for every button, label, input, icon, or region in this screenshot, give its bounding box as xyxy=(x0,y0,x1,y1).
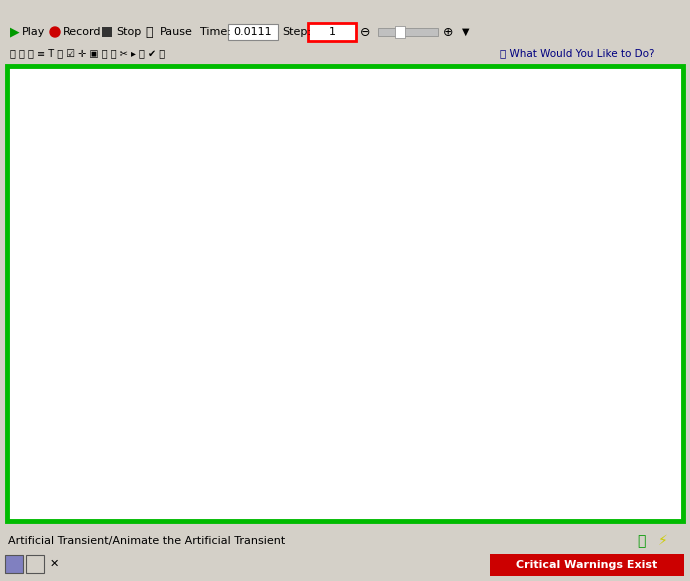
Text: Stop: Stop xyxy=(116,27,141,37)
Text: ✕: ✕ xyxy=(50,559,59,569)
Text: ▼: ▼ xyxy=(462,27,469,37)
Y-axis label: Flow (gal/min): Flow (gal/min) xyxy=(25,365,38,450)
Text: J11: J11 xyxy=(195,79,210,89)
Text: □: □ xyxy=(658,5,669,15)
Text: ⚡: ⚡ xyxy=(658,534,668,548)
Bar xyxy=(5,555,23,573)
Bar xyxy=(228,24,278,40)
Text: ➕: ➕ xyxy=(637,534,645,548)
Text: ▶: ▶ xyxy=(10,26,19,38)
Text: ✕: ✕ xyxy=(675,5,684,15)
Bar xyxy=(0,0,690,20)
Text: Pause: Pause xyxy=(160,27,193,37)
X-axis label: Length (meters): Length (meters) xyxy=(326,539,426,552)
Bar xyxy=(308,23,356,41)
Bar xyxy=(378,28,438,36)
Legend: Volumetric Flowrate, Steady-State Volumetric Flowrate: Volumetric Flowrate, Steady-State Volume… xyxy=(443,472,667,508)
Text: Step:: Step: xyxy=(282,27,311,37)
Bar xyxy=(26,555,44,573)
Text: J12: J12 xyxy=(528,79,543,89)
Bar xyxy=(0,523,690,581)
Text: 1: 1 xyxy=(328,27,335,37)
Text: Time (seconds): 0.01: Time (seconds): 0.01 xyxy=(534,493,658,505)
Text: Graph Results: Graph Results xyxy=(6,5,84,15)
Text: J12: J12 xyxy=(528,307,543,317)
Text: ⊕: ⊕ xyxy=(443,26,453,38)
Text: ⊖: ⊖ xyxy=(360,26,371,38)
Text: Record: Record xyxy=(63,27,101,37)
Text: 0.0111: 0.0111 xyxy=(234,27,273,37)
Circle shape xyxy=(50,27,60,37)
Bar xyxy=(7,66,683,521)
Y-axis label: P Static (psia): P Static (psia) xyxy=(38,138,50,220)
Text: Critical Warnings Exist: Critical Warnings Exist xyxy=(516,560,658,570)
Text: 🔍 What Would You Like to Do?: 🔍 What Would You Like to Do? xyxy=(500,48,655,58)
Legend: Pressure Static, Steady-State Pressure Static: Pressure Static, Steady-State Pressure S… xyxy=(471,243,667,281)
Bar xyxy=(102,27,112,37)
Text: J7: J7 xyxy=(83,79,92,89)
Text: J11: J11 xyxy=(195,307,210,317)
Text: Play: Play xyxy=(22,27,46,37)
Text: Time:: Time: xyxy=(200,27,231,37)
Text: J7: J7 xyxy=(83,307,92,317)
Bar xyxy=(490,554,684,576)
Text: Artificial Transient/Animate the Artificial Transient: Artificial Transient/Animate the Artific… xyxy=(8,536,285,546)
Text: 📋 📄 🖨 ≡ T 📋 ☑ ✛ ▣ 📋 🔍 ✂ ▸ 🏠 ✔ 🔒: 📋 📄 🖨 ≡ T 📋 ☑ ✛ ▣ 📋 🔍 ✂ ▸ 🏠 ✔ 🔒 xyxy=(10,48,165,58)
Text: ⏸: ⏸ xyxy=(145,26,152,38)
Bar xyxy=(395,26,405,38)
